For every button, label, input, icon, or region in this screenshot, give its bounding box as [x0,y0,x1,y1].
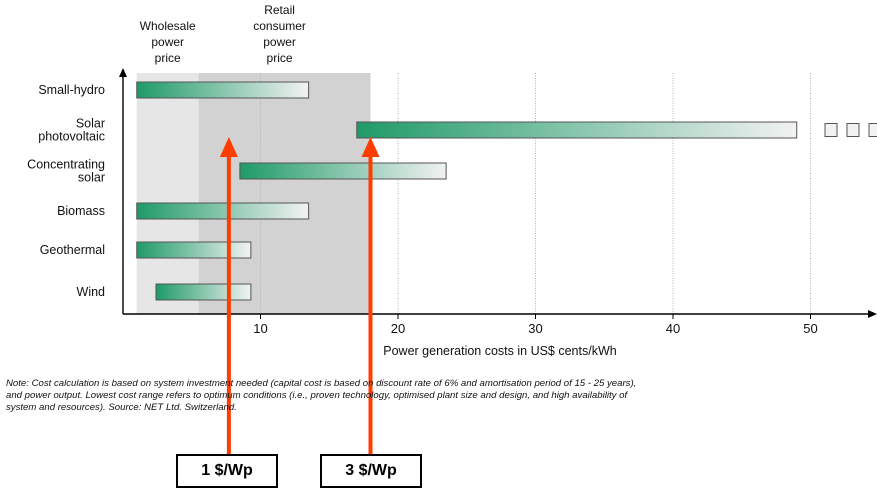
bar-4 [136,202,310,220]
note-line-1: Note: Cost calculation is based on syste… [6,378,637,389]
price-band-2 [198,73,371,314]
price-band-1 [136,73,199,314]
x-tick-label-40: 40 [666,321,680,336]
annotation-arrowhead-2 [361,137,380,157]
bar-continuation-1 [824,123,838,137]
bar-6 [155,283,252,301]
category-label-1: Small-hydro [38,83,105,97]
bar-2 [356,121,798,139]
category-label-2: Solar photovoltaic [38,117,105,144]
category-label-5: Geothermal [40,243,105,257]
note-line-2: and power output. Lowest cost range refe… [6,390,628,401]
callout-3-wp: 3 $/Wp [320,454,422,488]
x-tick-label-30: 30 [528,321,542,336]
x-tick-label-20: 20 [391,321,405,336]
chart-note: Note: Cost calculation is based on syste… [6,378,874,414]
x-axis-arrow [868,310,877,318]
category-label-4: Biomass [57,204,105,218]
bar-1 [136,81,310,99]
bar-3 [239,162,447,180]
band-label-1: Wholesale power price [140,19,196,65]
callout-1-wp: 1 $/Wp [176,454,278,488]
category-label-6: Wind [77,285,106,299]
note-line-3: system and resources). Source: NET Ltd. … [6,402,237,413]
band-label-2: Retail consumer power price [253,3,306,65]
y-axis-arrow [119,68,127,77]
x-tick-label-10: 10 [253,321,267,336]
bar-continuation-3 [868,123,877,137]
category-label-3: Concentrating solar [27,158,105,185]
x-tick-label-50: 50 [803,321,817,336]
annotation-arrowhead-1 [219,137,238,157]
x-axis-label: Power generation costs in US$ cents/kWh [383,344,616,358]
bar-continuation-2 [846,123,860,137]
bar-5 [136,241,252,259]
